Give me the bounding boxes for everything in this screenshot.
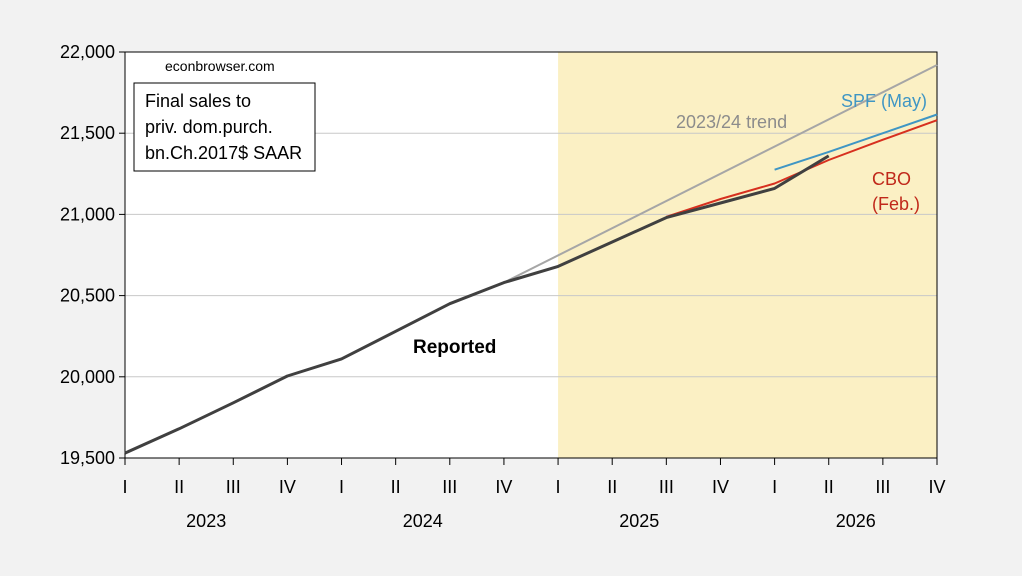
x-tick-label: III [875, 477, 890, 497]
y-tick-label: 20,500 [60, 286, 115, 306]
legend-box-line: bn.Ch.2017$ SAAR [145, 143, 302, 163]
x-tick-label: III [659, 477, 674, 497]
series-label-trend: 2023/24 trend [676, 112, 787, 132]
x-tick-label: IV [495, 477, 512, 497]
series-label-spf: SPF (May) [841, 91, 927, 111]
y-tick-label: 19,500 [60, 448, 115, 468]
series-line [124, 154, 830, 455]
x-tick-label: I [772, 477, 777, 497]
x-tick-label: II [824, 477, 834, 497]
legend-box: Final sales to priv. dom.purch. bn.Ch.20… [133, 82, 316, 172]
x-tick-label: IV [928, 477, 945, 497]
series-line [503, 64, 938, 284]
x-tick-label: IV [712, 477, 729, 497]
x-tick-label: II [607, 477, 617, 497]
x-tick-label: I [339, 477, 344, 497]
y-tick-label: 20,000 [60, 367, 115, 387]
projection-shaded-region [558, 52, 937, 458]
y-tick-label: 21,500 [60, 123, 115, 143]
watermark: econbrowser.com [165, 58, 275, 74]
year-label: 2024 [403, 511, 443, 531]
legend-box-line: priv. dom.purch. [145, 117, 273, 137]
series-line [774, 113, 938, 171]
x-tick-label: IV [279, 477, 296, 497]
x-tick-label: I [556, 477, 561, 497]
x-tick-label: III [442, 477, 457, 497]
x-tick-label: I [122, 477, 127, 497]
year-label: 2025 [619, 511, 659, 531]
x-tick-label: II [391, 477, 401, 497]
year-label: 2026 [836, 511, 876, 531]
y-tick-label: 21,000 [60, 204, 115, 224]
year-label: 2023 [186, 511, 226, 531]
series-lines [124, 64, 938, 455]
y-axis: 19,500 20,000 20,500 21,000 21,500 22,000 [60, 42, 125, 468]
series-label-reported: Reported [413, 337, 496, 358]
series-label-cbo-line1: CBO [872, 169, 911, 189]
x-tick-label: III [226, 477, 241, 497]
legend-box-line: Final sales to [145, 91, 251, 111]
series-label-cbo-line2: (Feb.) [872, 194, 920, 214]
x-tick-label: II [174, 477, 184, 497]
y-tick-label: 22,000 [60, 42, 115, 62]
plot-frame [124, 51, 938, 459]
